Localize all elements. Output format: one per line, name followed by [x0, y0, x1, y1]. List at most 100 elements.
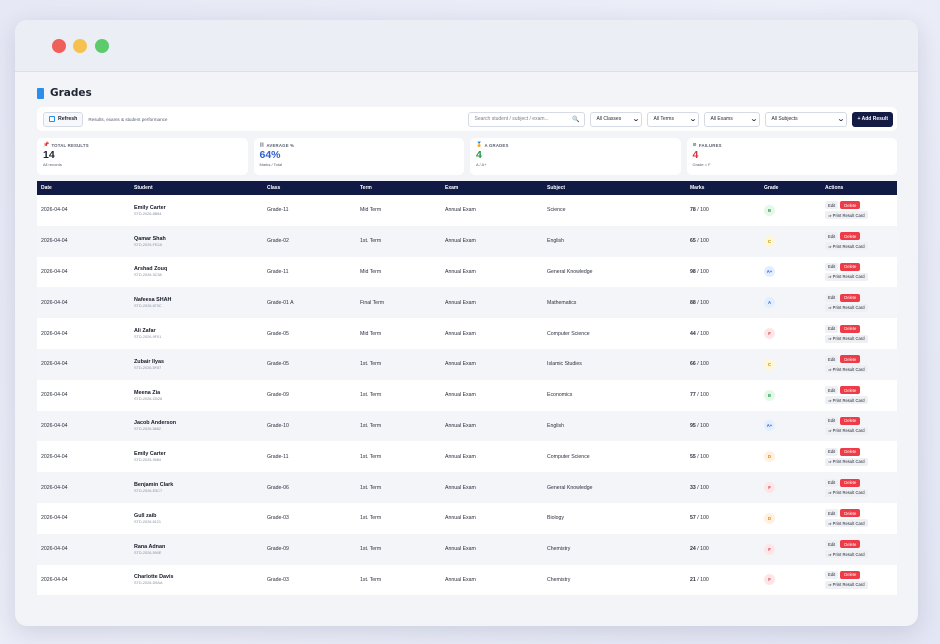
print-result-card-button[interactable]: ⇒ Print Result Card — [825, 211, 868, 220]
header-class[interactable]: Class — [267, 185, 281, 191]
cell-subject: General Knowledge — [547, 484, 593, 491]
header-date[interactable]: Date — [41, 185, 52, 191]
edit-button[interactable]: Edit — [825, 570, 839, 579]
print-result-card-button[interactable]: ⇒ Print Result Card — [825, 457, 868, 466]
failure-icon: ⊘ — [692, 142, 697, 148]
marks-value: 57 — [690, 515, 696, 522]
cell-subject: English — [547, 238, 565, 245]
cell-term: Final Term — [360, 299, 385, 306]
delete-button[interactable]: Delete — [840, 386, 861, 395]
cell-actions: Edit Delete ⇒ Print Result Card — [825, 355, 897, 374]
edit-button[interactable]: Edit — [825, 509, 839, 518]
delete-button[interactable]: Delete — [840, 293, 861, 302]
cell-grade: F — [764, 482, 825, 494]
subject-filter-select[interactable]: All Subjects ⌄ — [765, 111, 848, 127]
marks-value: 78 — [690, 207, 696, 214]
print-result-card-button[interactable]: ⇒ Print Result Card — [825, 334, 868, 343]
delete-button[interactable]: Delete — [840, 201, 861, 210]
cell-marks: 78 / 100 — [690, 207, 764, 213]
header-student[interactable]: Student — [134, 185, 153, 191]
delete-button[interactable]: Delete — [840, 478, 861, 487]
print-result-card-button[interactable]: ⇒ Print Result Card — [825, 242, 868, 251]
edit-button[interactable]: Edit — [825, 386, 839, 395]
delete-button[interactable]: Delete — [840, 540, 861, 549]
print-result-card-button[interactable]: ⇒ Print Result Card — [825, 365, 868, 374]
toolbar-subtitle: Results, exams & student performance — [88, 116, 168, 122]
edit-button[interactable]: Edit — [825, 478, 839, 487]
cell-grade: A+ — [764, 266, 825, 278]
term-filter-select[interactable]: All Terms ⌄ — [647, 111, 700, 127]
print-result-card-button[interactable]: ⇒ Print Result Card — [825, 580, 868, 589]
add-result-button[interactable]: + Add Result — [852, 111, 893, 127]
edit-button[interactable]: Edit — [825, 201, 839, 210]
header-term[interactable]: Term — [360, 185, 372, 191]
cell-actions: Edit Delete ⇒ Print Result Card — [825, 478, 897, 497]
cell-grade: B — [764, 389, 825, 401]
edit-button[interactable]: Edit — [825, 416, 839, 425]
cell-class: Grade-03 — [267, 515, 289, 522]
print-result-card-button[interactable]: ⇒ Print Result Card — [825, 272, 868, 281]
page-title: Grades — [37, 86, 897, 100]
cell-subject: Economics — [547, 392, 573, 399]
edit-button[interactable]: Edit — [825, 293, 839, 302]
edit-button[interactable]: Edit — [825, 355, 839, 364]
header-subject[interactable]: Subject — [547, 185, 566, 191]
delete-button[interactable]: Delete — [840, 324, 861, 333]
marks-value: 44 — [690, 330, 696, 337]
header-grade[interactable]: Grade — [764, 185, 779, 191]
delete-button[interactable]: Delete — [840, 570, 861, 579]
cell-subject: General Knowledge — [547, 268, 593, 275]
cell-exam: Annual Exam — [445, 576, 476, 583]
print-result-card-button[interactable]: ⇒ Print Result Card — [825, 519, 868, 528]
stat-card: 🏅 A GRADES 4 A / A+ — [470, 138, 681, 175]
edit-button[interactable]: Edit — [825, 262, 839, 271]
search-input[interactable]: Search student / subject / exam... 🔍 — [468, 111, 586, 127]
stat-label-text: AVERAGE % — [266, 142, 295, 148]
maximize-window-button[interactable] — [95, 39, 109, 53]
print-result-card-button[interactable]: ⇒ Print Result Card — [825, 426, 868, 435]
print-result-card-button[interactable]: ⇒ Print Result Card — [825, 488, 868, 497]
refresh-button[interactable]: Refresh — [43, 111, 84, 127]
stats-row: 📌 TOTAL RESULTS 14 All records ▥ AVERAGE % 64%… — [37, 138, 897, 175]
delete-button[interactable]: Delete — [840, 355, 861, 364]
marks-total: / 100 — [697, 330, 709, 337]
table-row: 2026-04-04 Zubair Ilyas STD-2026-5F87 Grade… — [37, 348, 897, 380]
cell-grade: A+ — [764, 420, 825, 432]
cell-subject: Mathematics — [547, 299, 577, 306]
cell-class: Grade-03 — [267, 576, 289, 583]
edit-button[interactable]: Edit — [825, 324, 839, 333]
exam-filter-select[interactable]: All Exams ⌄ — [704, 111, 761, 127]
edit-button[interactable]: Edit — [825, 540, 839, 549]
cell-term: 1st. Term — [360, 361, 382, 368]
cell-exam: Annual Exam — [445, 546, 476, 553]
page-title-text: Grades — [50, 87, 92, 99]
student-name: Zubair Ilyas — [134, 358, 164, 365]
delete-button[interactable]: Delete — [840, 262, 861, 271]
cell-date: 2026-04-04 — [41, 361, 68, 368]
header-exam[interactable]: Exam — [445, 185, 459, 191]
marks-total: / 100 — [697, 453, 709, 460]
delete-button[interactable]: Delete — [840, 232, 861, 241]
minimize-window-button[interactable] — [73, 39, 87, 53]
edit-button[interactable]: Edit — [825, 447, 839, 456]
delete-button[interactable]: Delete — [840, 509, 861, 518]
print-result-card-button[interactable]: ⇒ Print Result Card — [825, 396, 868, 405]
student-id: STD-2026-D9AA — [134, 581, 163, 586]
stat-label: ▥ AVERAGE % — [260, 142, 459, 148]
cell-date: 2026-04-04 — [41, 546, 68, 553]
delete-button[interactable]: Delete — [840, 416, 861, 425]
edit-button[interactable]: Edit — [825, 232, 839, 241]
header-marks[interactable]: Marks — [690, 185, 705, 191]
print-result-card-button[interactable]: ⇒ Print Result Card — [825, 550, 868, 559]
cell-grade: F — [764, 328, 825, 340]
marks-total: / 100 — [697, 238, 709, 245]
student-id: STD-2025-9984 — [134, 458, 162, 463]
delete-button[interactable]: Delete — [840, 447, 861, 456]
marks-total: / 100 — [697, 515, 709, 522]
cell-student: Qamar Shah STD-2025-FE2A — [134, 236, 267, 247]
close-window-button[interactable] — [52, 39, 66, 53]
marks-total: / 100 — [697, 484, 709, 491]
print-result-card-button[interactable]: ⇒ Print Result Card — [825, 303, 868, 312]
class-filter-select[interactable]: All Classes ⌄ — [590, 111, 643, 127]
cell-class: Grade-11 — [267, 207, 289, 214]
